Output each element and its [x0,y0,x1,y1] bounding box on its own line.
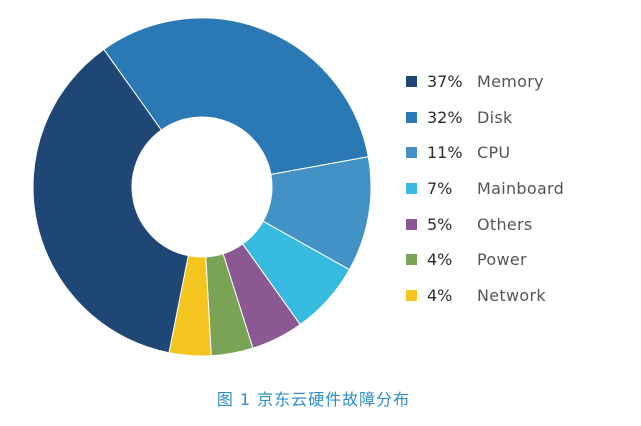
legend-swatch [406,111,417,123]
legend-item-power: 4% Power [406,242,564,278]
legend-value: 5% [427,214,453,234]
legend-item-mainboard: 7% Mainboard [406,171,564,207]
legend-value: 7% [427,179,453,199]
legend-swatch [406,289,417,301]
legend-value: 11% [427,143,463,163]
legend-value: 4% [427,250,453,270]
legend-swatch [406,183,417,195]
legend-label: Power [477,250,527,270]
legend-item-others: 5% Others [406,206,564,242]
legend-label: Others [477,214,533,234]
legend-label: Memory [477,72,544,92]
legend-item-network: 4% Network [406,278,564,314]
legend-label: Disk [477,107,513,127]
legend-label: Network [477,285,546,305]
legend-swatch [406,76,417,88]
slice-memory [32,48,189,354]
legend-swatch [406,254,417,266]
legend-value: 4% [427,285,453,305]
legend-value: 32% [427,107,463,127]
legend-swatch [406,147,417,159]
legend-swatch [406,218,417,230]
legend-item-disk: 32% Disk [406,100,564,136]
legend-label: Mainboard [477,179,565,199]
legend-value: 37% [427,72,463,92]
legend-item-cpu: 11% CPU [406,135,564,171]
legend-label: CPU [477,143,511,163]
figure-caption: 图 1 京东云硬件故障分布 [216,390,411,409]
legend-item-memory: 37% Memory [406,64,564,100]
legend: 37% Memory 32% Disk 11% CPU 7% Mainboard 5% Other… [406,64,564,313]
slice-disk [103,17,369,176]
